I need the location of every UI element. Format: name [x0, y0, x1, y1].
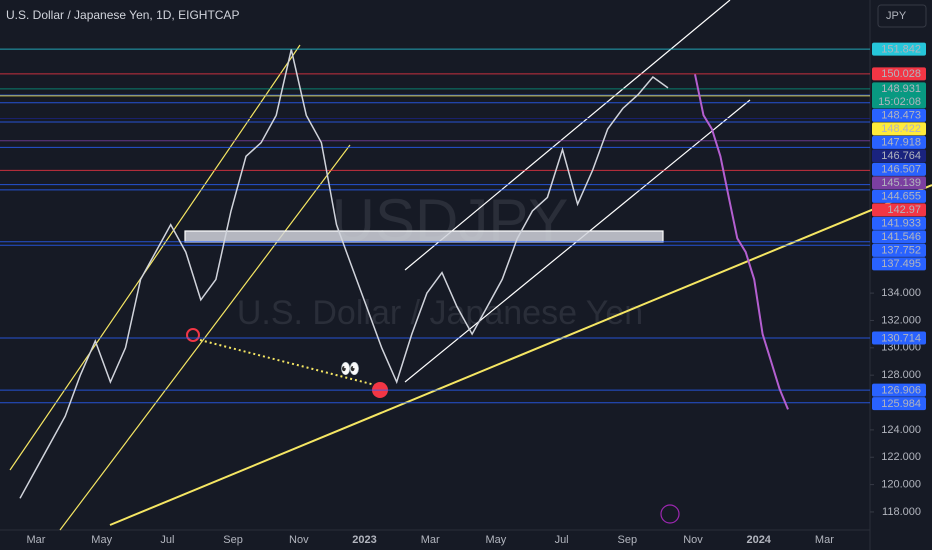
price-label: 125.984 [881, 398, 921, 410]
x-tick-label: Jul [160, 534, 174, 546]
price-line [19, 49, 669, 499]
price-label: 148.473 [881, 110, 921, 122]
flash-icon [660, 504, 680, 524]
price-label: 146.764 [881, 150, 921, 162]
watermark: USDJPY [332, 187, 569, 254]
price-line [694, 74, 789, 410]
price-label: 141.933 [881, 218, 921, 230]
price-label: 144.655 [881, 191, 921, 203]
price-label-bg [872, 230, 926, 244]
marker-circle [186, 328, 200, 342]
price-label-bg [872, 176, 926, 190]
countdown-label: 15:02:08 [878, 96, 921, 108]
y-tick-label: 134.000 [881, 287, 921, 299]
watermark-group: USDJPY U.S. Dollar / Japanese Yen [237, 187, 643, 332]
price-label: 146.507 [881, 164, 921, 176]
price-label: 148.422 [881, 123, 921, 135]
price-label-bg [872, 383, 926, 397]
chart-title: U.S. Dollar / Japanese Yen, 1D, EIGHTCAP [6, 8, 239, 22]
price-label-bg [872, 135, 926, 149]
y-tick-label: 122.000 [881, 451, 921, 463]
price-label: 150.028 [881, 68, 921, 80]
price-label-bg [872, 397, 926, 411]
price-label-bg [872, 42, 926, 56]
y-tick-label: 128.000 [881, 369, 921, 381]
x-tick-label: Jul [555, 534, 569, 546]
x-tick-label: Mar [421, 534, 440, 546]
price-label-bg [872, 122, 926, 136]
price-label-bg [872, 331, 926, 345]
price-label: 145.139 [881, 177, 921, 189]
x-tick-label: Sep [223, 534, 243, 546]
x-tick-label: May [486, 534, 507, 546]
channel-line [59, 144, 351, 531]
x-tick-label: Mar [815, 534, 834, 546]
y-tick-label: 124.000 [881, 424, 921, 436]
price-label: 137.495 [881, 258, 921, 270]
currency-label[interactable]: JPY [886, 10, 907, 22]
watermark-sub: U.S. Dollar / Japanese Yen [237, 294, 643, 332]
price-label-bg [872, 82, 926, 109]
x-tick-label: Nov [289, 534, 309, 546]
channel-line [404, 0, 731, 271]
price-label: 151.842 [881, 43, 921, 55]
price-label: 126.906 [881, 384, 921, 396]
x-tick-label: 2023 [352, 534, 376, 546]
channel-line [9, 44, 301, 471]
y-tick-label: 132.000 [881, 314, 921, 326]
price-label: 130.714 [881, 332, 921, 344]
price-label: 141.546 [881, 231, 921, 243]
dotted-line [199, 339, 376, 386]
emoji-annotation: 👀 [340, 361, 360, 378]
price-label-bg [872, 67, 926, 81]
price-label-bg [872, 189, 926, 203]
price-label: 137.752 [881, 245, 921, 257]
price-label-bg [872, 108, 926, 122]
y-tick-label: 120.000 [881, 478, 921, 490]
price-label-bg [872, 257, 926, 271]
price-label-bg [872, 216, 926, 230]
price-label-bg [872, 162, 926, 176]
x-tick-label: Sep [618, 534, 638, 546]
currency-button[interactable] [877, 4, 927, 28]
price-label: 142.97 [887, 204, 921, 216]
y-tick-label: 130.000 [881, 342, 921, 354]
x-tick-label: Nov [683, 534, 703, 546]
x-tick-label: May [91, 534, 112, 546]
zone [184, 230, 664, 243]
price-label-bg [872, 203, 926, 217]
price-label: 148.931 [881, 83, 921, 95]
price-label-bg [872, 149, 926, 163]
y-tick-label: 118.000 [882, 506, 921, 518]
price-label: 147.918 [881, 137, 921, 149]
price-label-bg [872, 243, 926, 257]
x-tick-label: Mar [27, 534, 46, 546]
x-tick-label: 2024 [746, 534, 771, 546]
